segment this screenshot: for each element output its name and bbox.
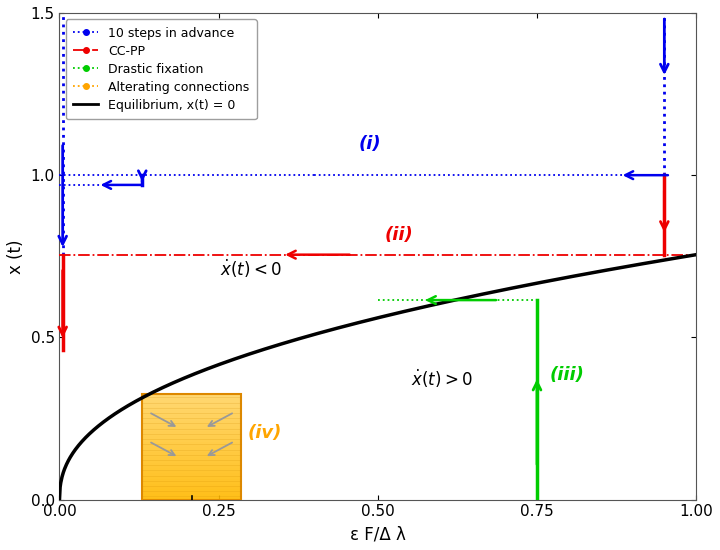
Bar (143, 394, 241, 499)
Text: $\dot{x}(t)>0$: $\dot{x}(t)>0$ (410, 368, 472, 390)
Legend: 10 steps in advance, CC-PP, Drastic fixation, Alterating connections, Equilibriu: 10 steps in advance, CC-PP, Drastic fixa… (66, 19, 257, 119)
Text: (iv): (iv) (247, 424, 282, 442)
X-axis label: ε F/Δ λ: ε F/Δ λ (350, 525, 406, 543)
Y-axis label: x (t): x (t) (7, 239, 25, 273)
Text: $\dot{x}(t)<0$: $\dot{x}(t)<0$ (220, 257, 282, 280)
Text: (iii): (iii) (550, 366, 585, 383)
Text: (ii): (ii) (384, 226, 413, 244)
Text: (i): (i) (359, 135, 382, 153)
